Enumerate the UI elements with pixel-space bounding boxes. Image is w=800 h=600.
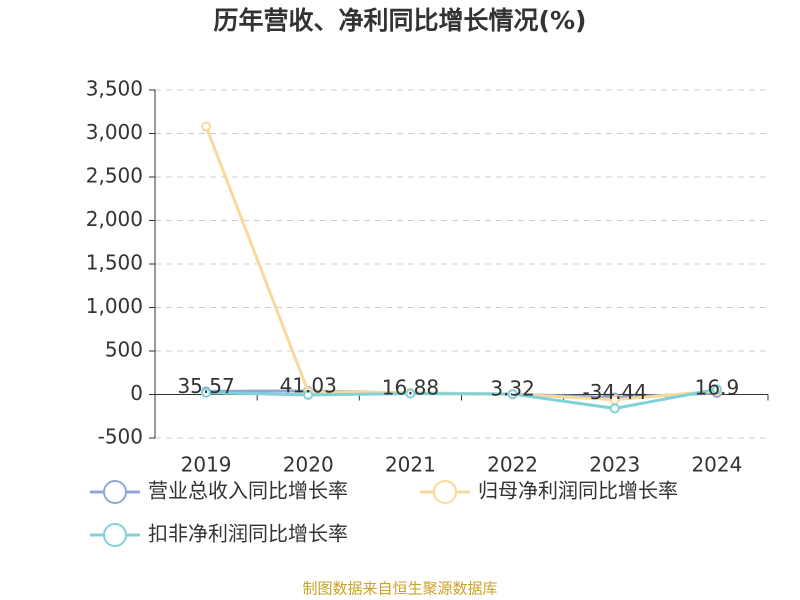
point (507, 389, 518, 400)
x-tick-label: 2023 (589, 453, 640, 477)
series-line (206, 387, 718, 410)
x-tick-label: 2020 (283, 453, 334, 477)
data-label: 35.57 (177, 374, 234, 398)
y-tick-label: 3,000 (86, 120, 143, 144)
data-label: -34.44 (583, 380, 647, 404)
x-tick-label: 2021 (385, 453, 436, 477)
data-label: 16.88 (382, 376, 439, 400)
point (303, 389, 314, 400)
x-tick-label: 2019 (181, 453, 232, 477)
legend-marker (103, 523, 127, 547)
data-label: 3.32 (490, 377, 535, 401)
y-tick-label: 2,000 (86, 207, 143, 231)
data-label: 16.9 (695, 376, 740, 400)
data-label: 41.03 (280, 373, 337, 397)
chart-title: 历年营收、净利同比增长情况(%) (214, 6, 587, 35)
point (201, 387, 212, 398)
x-tick-label: 2022 (487, 453, 538, 477)
y-tick-label: -500 (98, 425, 143, 449)
point (405, 388, 416, 399)
point (609, 403, 620, 414)
source: 制图数据来自恒生聚源数据库 (302, 580, 497, 598)
y-tick-label: 1,000 (86, 294, 143, 318)
y-tick-label: 500 (105, 338, 143, 362)
y-tick-label: 0 (130, 381, 143, 405)
legend-label: 扣非净利润同比增长率 (148, 522, 348, 546)
point (201, 121, 212, 132)
y-tick-label: 1,500 (86, 251, 143, 275)
y-tick-label: 3,500 (86, 77, 143, 101)
legend-label: 归母净利润同比增长率 (478, 479, 678, 503)
point (711, 384, 722, 395)
legend-label: 营业总收入同比增长率 (148, 479, 348, 503)
y-tick-label: 2,500 (86, 164, 143, 188)
legend-marker (433, 480, 457, 504)
x-tick-label: 2024 (691, 453, 742, 477)
series-line (204, 126, 718, 402)
legend-marker (103, 480, 127, 504)
